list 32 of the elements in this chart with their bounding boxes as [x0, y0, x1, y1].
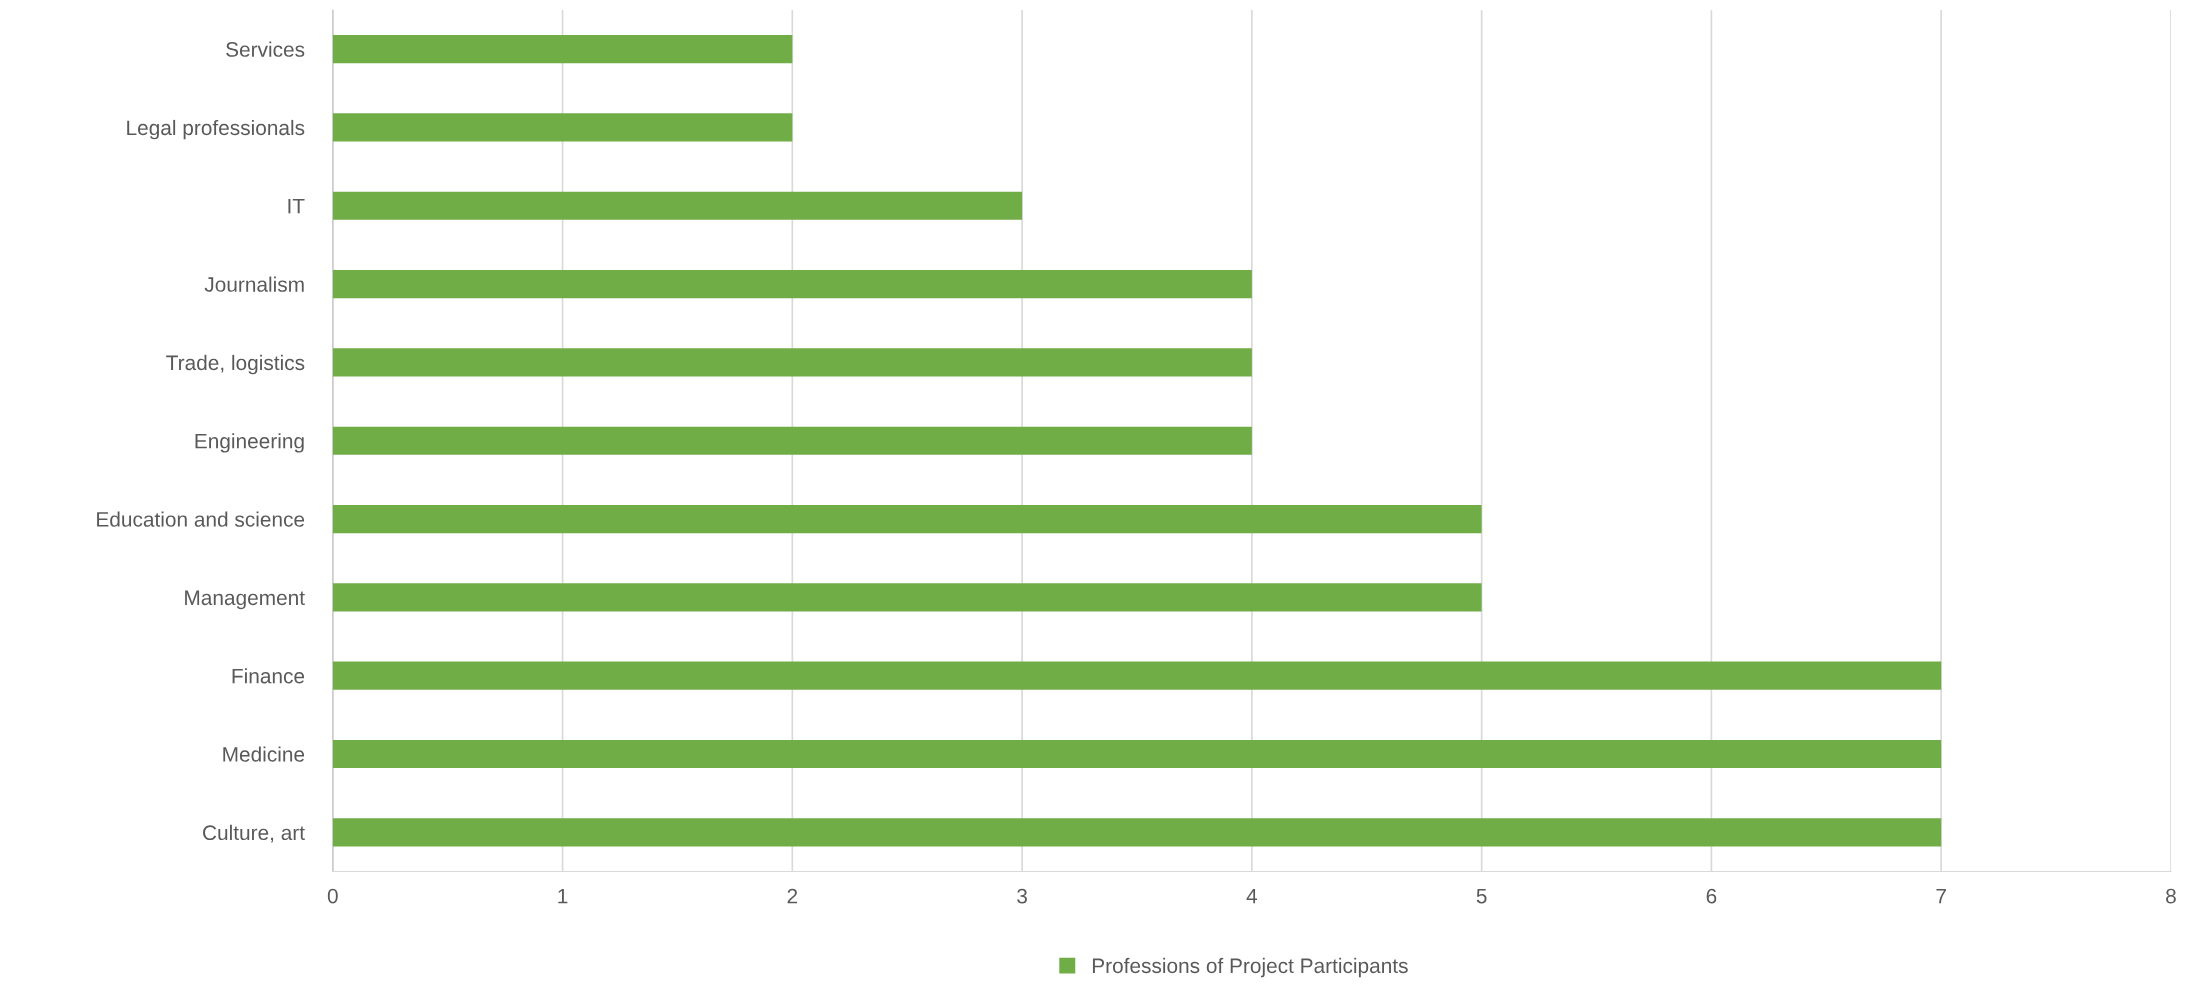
y-tick-label: Legal professionals: [127, 119, 305, 140]
x-tick-label: 7: [1936, 888, 1946, 904]
x-tick-label: 3: [1017, 888, 1027, 904]
x-tick-label: 6: [1706, 888, 1717, 904]
x-tick-label: 0: [327, 888, 338, 904]
y-tick-label: Education and science: [97, 511, 305, 527]
bar: [332, 113, 793, 142]
bar: [332, 504, 1482, 534]
bar: [332, 191, 1023, 220]
y-tick-label: Finance: [232, 668, 305, 684]
y-tick-label: Culture, art: [203, 824, 305, 843]
x-tick-label: 1: [558, 888, 568, 904]
y-tick-label: Services: [226, 41, 305, 57]
y-tick-label: Trade, logistics: [166, 354, 305, 375]
x-tick-label: 5: [1476, 888, 1487, 904]
y-tick-label: Medicine: [223, 746, 305, 762]
x-tick-label: 4: [1246, 888, 1258, 904]
x-tick-label: 8: [2166, 888, 2176, 904]
bar: [332, 661, 1942, 690]
bar: [332, 426, 1252, 455]
bar: [332, 269, 1252, 299]
bar: [332, 739, 1942, 769]
bar: [332, 583, 1482, 612]
bar: [332, 818, 1942, 847]
y-tick-label: Engineering: [195, 433, 304, 453]
y-tick-label: Journalism: [204, 276, 304, 292]
y-tick-label: IT: [288, 198, 305, 214]
y-tick-label: Management: [185, 590, 305, 610]
legend-label: Professions of Project Participants: [1092, 957, 1408, 978]
x-tick-label: 2: [787, 888, 798, 904]
bar: [332, 35, 793, 64]
bar: [332, 348, 1252, 377]
